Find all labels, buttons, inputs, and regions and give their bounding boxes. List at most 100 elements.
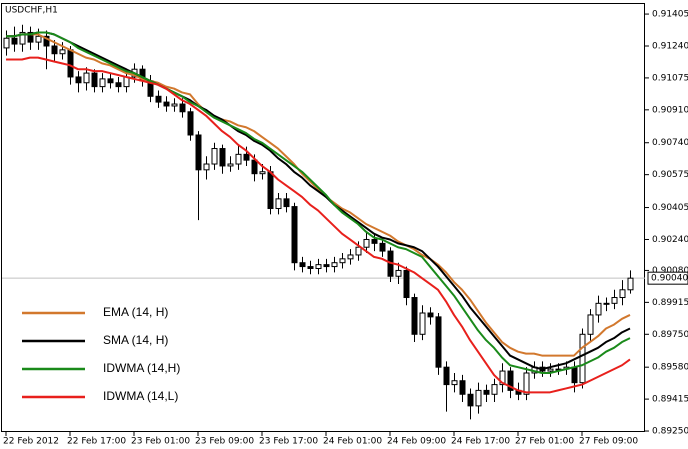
candle-body [507, 370, 514, 391]
candle-body [43, 35, 50, 47]
indicator-line [6, 31, 631, 371]
candle-body [435, 316, 442, 368]
chart-title: USDCHF,H1 [5, 6, 58, 16]
x-tick-label: 22 Feb 17:00 [67, 437, 126, 447]
candle-body [115, 82, 122, 88]
candle-body [627, 277, 634, 291]
candle-body [363, 238, 370, 248]
candle-body [475, 389, 482, 407]
candle-body [611, 297, 618, 304]
candle-body [91, 72, 98, 88]
candle-body [491, 384, 498, 395]
plot-frame [1, 3, 645, 432]
candle-body [3, 37, 10, 49]
y-tick-label: 0.91240 [652, 41, 688, 51]
y-tick-label: 0.89415 [652, 395, 688, 405]
candle-body [547, 368, 554, 372]
y-tick-label: 0.90740 [652, 138, 688, 148]
x-tick-label: 24 Feb 01:00 [323, 437, 382, 447]
candle-body [51, 45, 58, 55]
candle-body [35, 35, 42, 43]
candle-body [579, 333, 586, 384]
candle-body [267, 171, 274, 210]
legend-label: IDWMA (14,L) [103, 389, 178, 403]
legend-label: SMA (14, H) [103, 333, 168, 347]
candle-body [83, 72, 90, 84]
x-tick-label: 22 Feb 2012 [3, 437, 59, 447]
y-tick-label: 0.91405 [652, 10, 688, 20]
candle-body [155, 95, 162, 103]
y-tick-label: 0.90910 [652, 105, 688, 115]
candle-body [403, 269, 410, 299]
y-tick-label: 0.91075 [652, 73, 688, 83]
candle-body [107, 78, 114, 84]
candle-body [171, 103, 178, 107]
candle-body [163, 101, 170, 107]
candle-body [427, 312, 434, 318]
candle-body [467, 393, 474, 407]
candle-body [371, 238, 378, 244]
candle-body [99, 78, 106, 88]
candle-body [315, 264, 322, 270]
y-tick-label: 0.90080 [652, 266, 688, 276]
y-tick-label: 0.90240 [652, 235, 688, 245]
x-tick-label: 23 Feb 17:00 [259, 437, 318, 447]
candle-body [179, 103, 186, 113]
candle-body [59, 49, 66, 55]
candle-body [67, 49, 74, 78]
candle-body [219, 148, 226, 167]
candle-body [347, 254, 354, 260]
x-tick-label: 24 Feb 17:00 [451, 437, 510, 447]
price-label-box [647, 271, 688, 285]
candle-body [323, 264, 330, 268]
candle-body [411, 297, 418, 335]
candle-body [523, 372, 530, 395]
candle-body [243, 153, 250, 161]
x-tick-label: 24 Feb 09:00 [387, 437, 446, 447]
candle-body [307, 266, 314, 270]
candle-body [235, 153, 242, 165]
candle-body [27, 31, 34, 43]
y-tick-label: 0.90575 [652, 170, 688, 180]
candle-body [283, 198, 290, 208]
price-label: 0.90040 [651, 274, 688, 284]
legend-label: EMA (14, H) [103, 305, 168, 319]
candle-body [483, 389, 490, 395]
candle-body [291, 206, 298, 264]
y-tick-label: 0.89915 [652, 298, 688, 308]
candle-body [595, 302, 602, 316]
candle-body [379, 242, 386, 252]
x-tick-label: 23 Feb 09:00 [195, 437, 254, 447]
candle-body [259, 171, 266, 175]
y-tick-label: 0.89250 [652, 427, 688, 437]
candle-body [75, 76, 82, 84]
candle-body [187, 111, 194, 136]
candle-body [603, 302, 610, 305]
candle-body [419, 312, 426, 335]
candle-body [619, 289, 626, 299]
candle-body [443, 366, 450, 386]
candle-body [587, 314, 594, 335]
x-tick-label: 27 Feb 09:00 [579, 437, 638, 447]
x-tick-label: 27 Feb 01:00 [515, 437, 574, 447]
y-tick-label: 0.90405 [652, 203, 688, 213]
y-tick-label: 0.89750 [652, 330, 688, 340]
indicator-line [6, 33, 631, 357]
indicator-line [6, 31, 631, 374]
legend-label: IDWMA (14,H) [103, 361, 180, 375]
candle-body [227, 163, 234, 167]
candle-body [275, 198, 282, 210]
candle-body [19, 31, 26, 45]
candle-body [299, 262, 306, 268]
candle-body [331, 262, 338, 268]
candle-body [195, 134, 202, 171]
candle-body [355, 246, 362, 256]
candle-body [395, 269, 402, 277]
candle-body [459, 380, 466, 395]
candle-body [203, 163, 210, 171]
candle-body [499, 370, 506, 386]
candle-body [451, 380, 458, 386]
candle-body [211, 148, 218, 165]
candle-body [251, 159, 258, 175]
